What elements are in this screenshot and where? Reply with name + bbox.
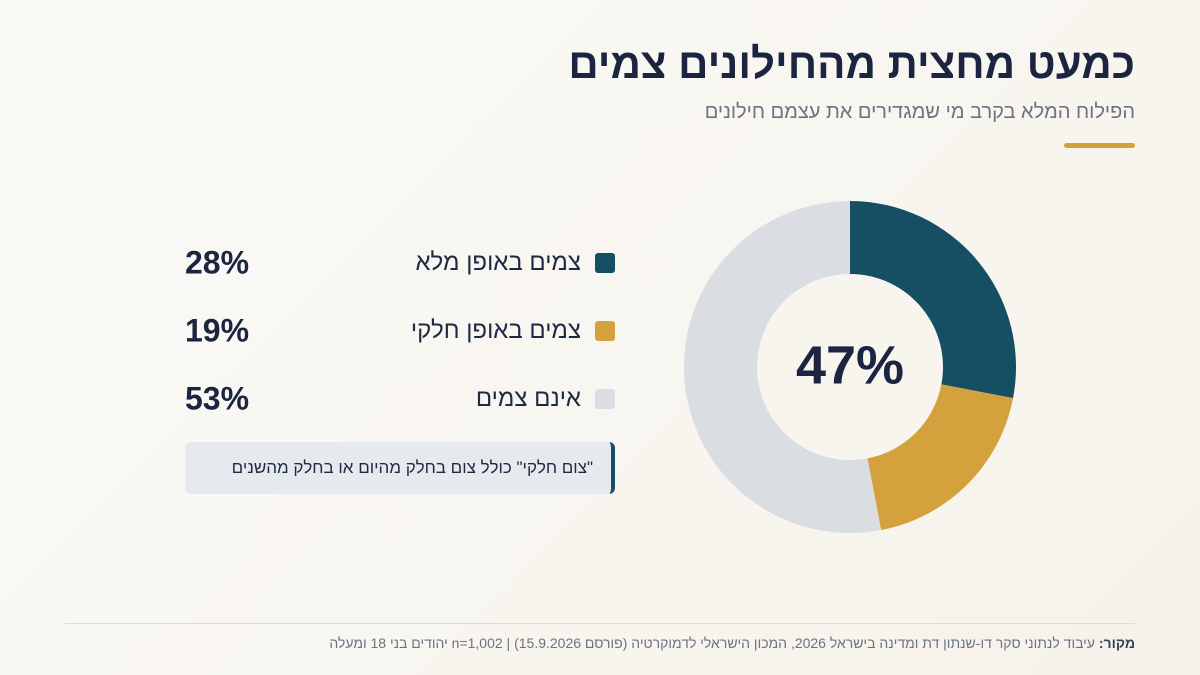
chart-title: כמעט מחצית מהחילונים צמים xyxy=(568,40,1135,87)
legend-item-partial: 19% צמים באופן חלקי xyxy=(185,311,615,351)
definition-note: "צום חלקי" כולל צום בחלק מהיום או בחלק מ… xyxy=(185,442,615,494)
definition-note-text: "צום חלקי" כולל צום בחלק מהיום או בחלק מ… xyxy=(231,458,593,477)
chart-subtitle: הפילוח המלא בקרב מי שמגדירים את עצמם חיל… xyxy=(704,101,1135,123)
legend-swatch-none xyxy=(595,389,615,409)
legend-label-full: צמים באופן מלא xyxy=(415,249,581,276)
legend-label-partial: צמים באופן חלקי xyxy=(410,317,581,344)
legend-label-none: אינם צמים xyxy=(475,385,581,412)
legend-swatch-partial xyxy=(595,321,615,341)
donut-chart: 47% xyxy=(684,201,1016,533)
footer-divider xyxy=(65,623,1135,624)
donut-center-label: 47% xyxy=(796,335,904,395)
legend-item-full: 28% צמים באופן מלא xyxy=(185,243,615,283)
donut-slices xyxy=(684,201,1016,533)
source-text: עיבוד לנתוני סקר דו-שנתון דת ומדינה בישר… xyxy=(329,635,1095,651)
legend-item-none: 53% אינם צמים xyxy=(185,379,615,419)
title-accent-line xyxy=(1064,143,1135,148)
legend-swatch-full xyxy=(595,253,615,273)
donut-slice-none xyxy=(684,201,882,533)
source-footer: מקור: עיבוד לנתוני סקר דו-שנתון דת ומדינ… xyxy=(329,635,1135,651)
donut-slice-full xyxy=(850,201,1016,399)
legend-value-partial: 19% xyxy=(185,312,250,349)
legend-value-full: 28% xyxy=(185,244,250,281)
legend-value-none: 53% xyxy=(185,380,250,417)
donut-slice-partial xyxy=(867,384,1014,531)
source-label: מקור: xyxy=(1098,635,1135,651)
